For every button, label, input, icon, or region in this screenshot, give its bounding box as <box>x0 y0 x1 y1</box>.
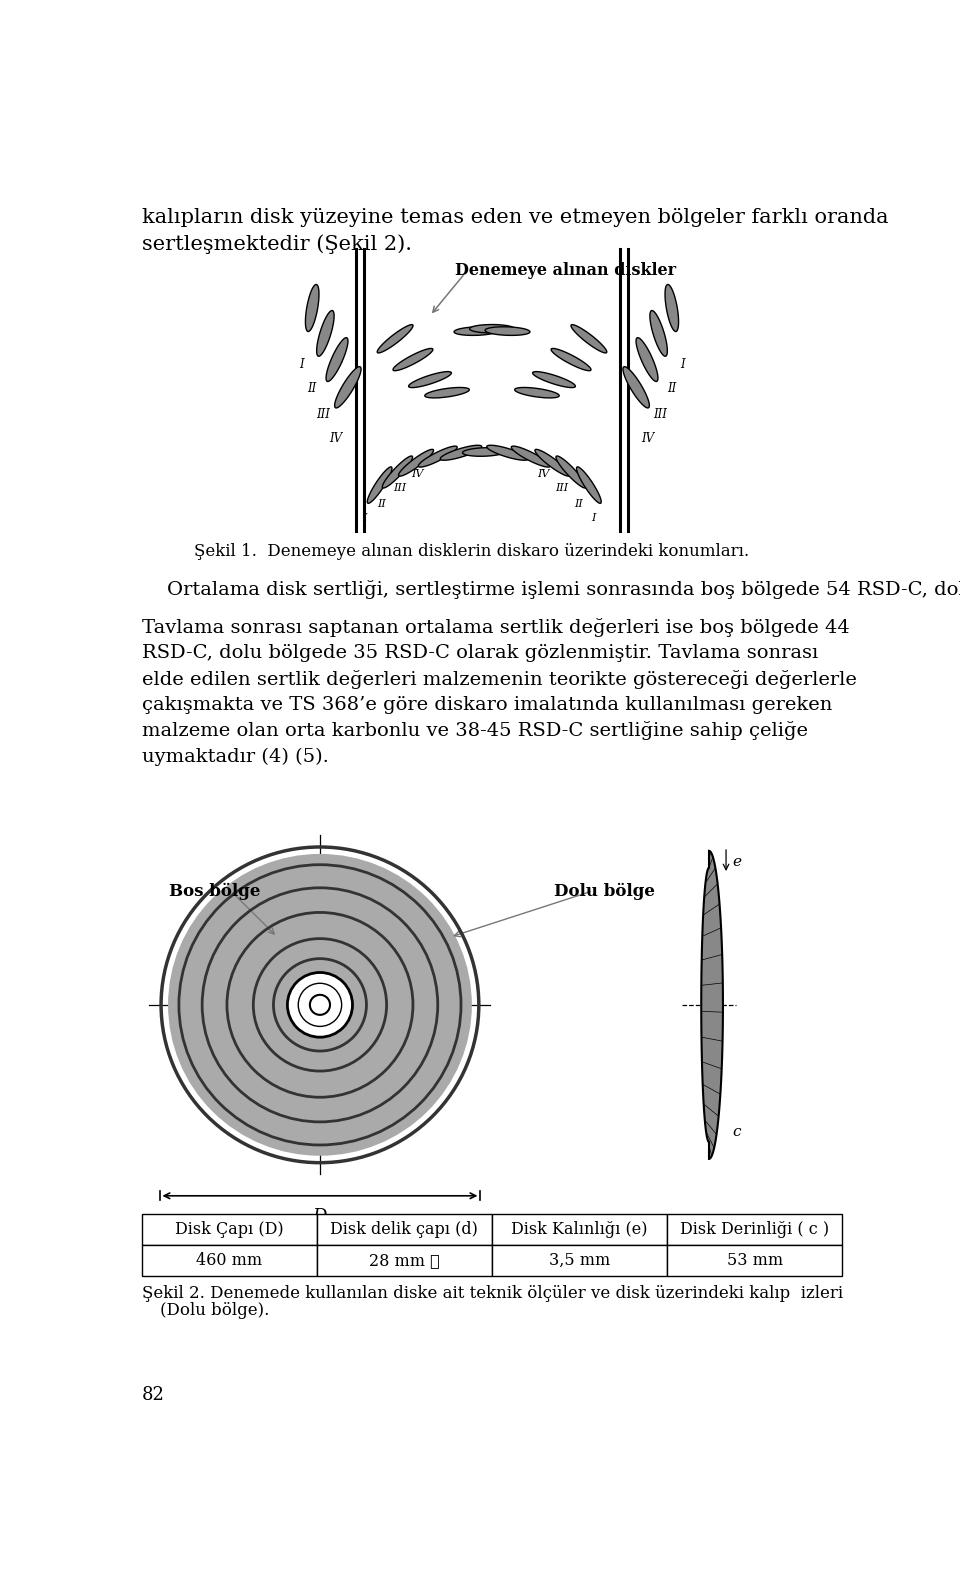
Text: IV: IV <box>641 432 655 445</box>
Text: II: II <box>377 498 386 509</box>
Polygon shape <box>382 456 413 487</box>
Text: kalıpların disk yüzeyine temas eden ve etmeyen bölgeler farklı oranda
sertleşmek: kalıpların disk yüzeyine temas eden ve e… <box>142 208 888 255</box>
Polygon shape <box>393 349 433 371</box>
Text: II: II <box>307 382 317 395</box>
Polygon shape <box>571 325 607 354</box>
Polygon shape <box>515 387 559 398</box>
Text: I: I <box>591 514 595 523</box>
Polygon shape <box>512 446 550 467</box>
Text: Şekil 1.  Denemeye alınan disklerin diskaro üzerindeki konumları.: Şekil 1. Denemeye alınan disklerin diska… <box>194 542 749 560</box>
Circle shape <box>168 854 472 1155</box>
Bar <box>667 1245 842 1276</box>
Bar <box>317 1245 492 1276</box>
Circle shape <box>243 927 397 1082</box>
Bar <box>142 1214 317 1245</box>
Polygon shape <box>368 467 392 503</box>
Text: Ortalama disk sertliği, sertleştirme işlemi sonrasında boş bölgede 54 RSD-C, dol: Ortalama disk sertliği, sertleştirme işl… <box>142 580 960 599</box>
Circle shape <box>217 902 423 1107</box>
Circle shape <box>287 973 352 1038</box>
Polygon shape <box>463 448 506 456</box>
Polygon shape <box>454 327 499 335</box>
Polygon shape <box>636 338 658 382</box>
Polygon shape <box>469 324 515 333</box>
Text: e: e <box>732 855 741 869</box>
Polygon shape <box>409 371 451 388</box>
Text: Denemeye alınan diskler: Denemeye alınan diskler <box>455 263 676 278</box>
Circle shape <box>310 995 330 1016</box>
Text: Disk Kalınlığı (e): Disk Kalınlığı (e) <box>512 1221 648 1239</box>
Text: Şekil 2. Denemede kullanılan diske ait teknik ölçüler ve disk üzerindeki kalıp  : Şekil 2. Denemede kullanılan diske ait t… <box>142 1286 843 1302</box>
Text: II: II <box>574 498 583 509</box>
Text: 460 mm: 460 mm <box>196 1251 262 1269</box>
Text: 28 mm ☒: 28 mm ☒ <box>369 1251 440 1269</box>
Circle shape <box>263 948 377 1061</box>
Text: II: II <box>667 382 677 395</box>
Polygon shape <box>556 456 587 487</box>
Polygon shape <box>424 387 469 398</box>
Bar <box>492 1245 667 1276</box>
Text: III: III <box>393 483 406 494</box>
Polygon shape <box>533 371 575 388</box>
Text: IV: IV <box>537 470 549 479</box>
Polygon shape <box>623 366 649 409</box>
Text: I: I <box>299 358 303 371</box>
Text: III: III <box>653 407 667 421</box>
Text: IV: IV <box>329 432 343 445</box>
Polygon shape <box>701 850 723 1159</box>
Text: 3,5 mm: 3,5 mm <box>549 1251 611 1269</box>
Polygon shape <box>305 285 319 332</box>
Text: III: III <box>316 407 330 421</box>
Bar <box>667 1214 842 1245</box>
Text: 82: 82 <box>142 1387 164 1404</box>
Text: Dolu bölge: Dolu bölge <box>554 883 655 901</box>
Text: D: D <box>313 1209 327 1226</box>
Polygon shape <box>377 325 413 354</box>
Text: Disk delik çapı (d): Disk delik çapı (d) <box>330 1221 478 1239</box>
Polygon shape <box>487 445 528 461</box>
Polygon shape <box>577 467 601 503</box>
Bar <box>492 1214 667 1245</box>
Text: 53 mm: 53 mm <box>727 1251 782 1269</box>
Bar <box>317 1214 492 1245</box>
Polygon shape <box>419 446 457 467</box>
Polygon shape <box>326 338 348 382</box>
Polygon shape <box>665 285 679 332</box>
Polygon shape <box>485 327 530 335</box>
Polygon shape <box>535 450 570 476</box>
Polygon shape <box>317 311 334 357</box>
Text: (Dolu bölge).: (Dolu bölge). <box>160 1302 270 1319</box>
Polygon shape <box>650 311 667 357</box>
Text: Disk Derinliği ( c ): Disk Derinliği ( c ) <box>681 1221 829 1239</box>
Text: I: I <box>681 358 685 371</box>
Text: c: c <box>732 1126 741 1138</box>
Bar <box>142 1245 317 1276</box>
Text: Disk Çapı (D): Disk Çapı (D) <box>175 1221 283 1239</box>
Polygon shape <box>335 366 361 407</box>
Text: Bos bölge: Bos bölge <box>169 883 260 901</box>
Text: III: III <box>556 483 568 494</box>
Text: I: I <box>362 514 366 523</box>
Text: Tavlama sonrası saptanan ortalama sertlik değerleri ise boş bölgede 44
RSD-C, do: Tavlama sonrası saptanan ortalama sertli… <box>142 618 856 766</box>
Circle shape <box>192 877 447 1132</box>
Polygon shape <box>551 349 591 371</box>
Polygon shape <box>398 450 434 476</box>
Polygon shape <box>441 445 482 461</box>
Text: IV: IV <box>412 470 423 479</box>
